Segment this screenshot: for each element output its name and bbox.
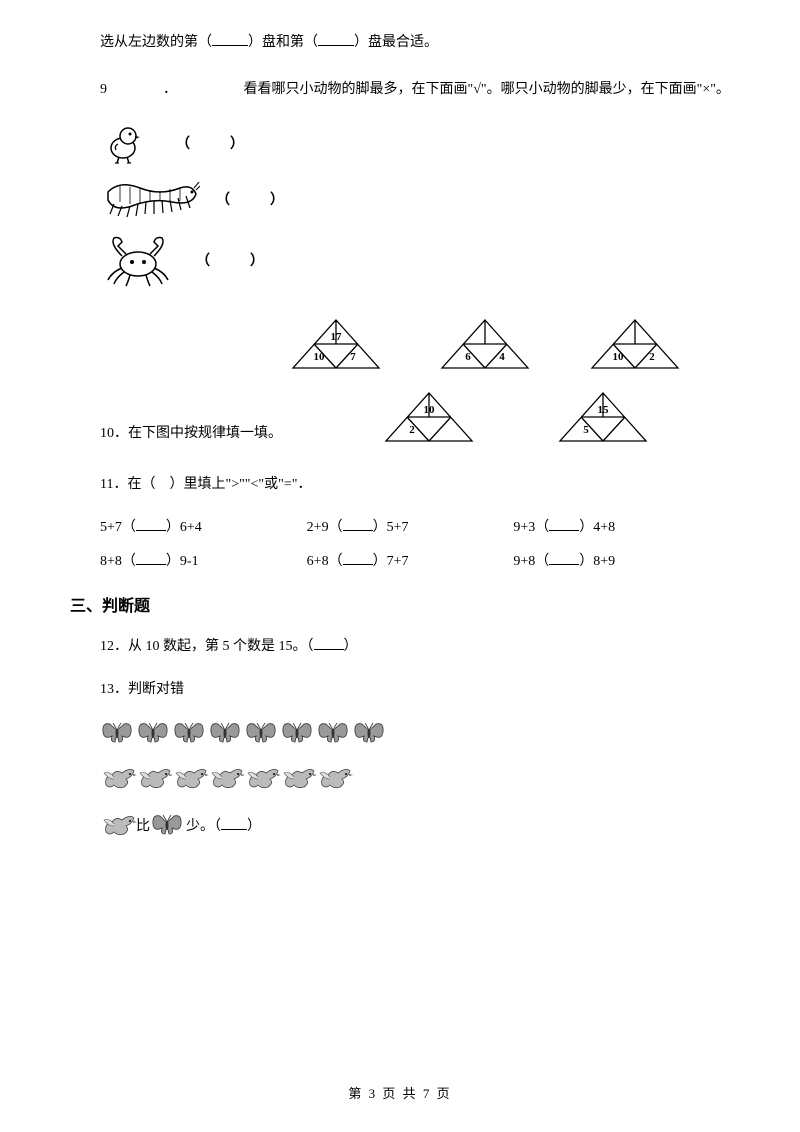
comparison-item: 5+7（）6+4	[100, 516, 307, 536]
butterfly-icon	[136, 720, 172, 750]
intro-line: 选从左边数的第（）盘和第（）盘最合适。	[100, 30, 750, 55]
q11-title: 11．在（ ）里填上">""<"或"="．	[100, 472, 750, 497]
svg-text:10: 10	[424, 404, 436, 416]
q11-row2: 8+8（）9-1 6+8（）7+7 9+8（）8+9	[100, 550, 750, 570]
page-footer: 第 3 页 共 7 页	[0, 1083, 800, 1102]
centipede-icon	[100, 174, 200, 224]
svg-text:7: 7	[350, 351, 356, 363]
triangle-diagram: 15 5	[558, 391, 648, 443]
comparison-item: 6+8（）7+7	[307, 550, 514, 570]
svg-text:10: 10	[612, 351, 624, 363]
svg-text:6: 6	[465, 351, 471, 363]
dove-row	[100, 765, 750, 800]
svg-text:10: 10	[313, 351, 325, 363]
dove-icon	[172, 765, 208, 795]
comparison-item: 8+8（）9-1	[100, 550, 307, 570]
svg-text:2: 2	[649, 351, 655, 363]
answer-paren: （ ）	[176, 133, 248, 153]
q10-row: 10．在下图中按规律填一填。 10 2 15 5	[100, 385, 750, 458]
svg-text:15: 15	[597, 404, 609, 416]
chick-icon	[100, 120, 160, 166]
section-3-title: 三、判断题	[70, 592, 750, 616]
butterfly-icon	[150, 812, 186, 842]
q13-compare: 比 少。（）	[100, 812, 750, 842]
svg-text:5: 5	[583, 424, 589, 436]
comparison-item: 2+9（）5+7	[307, 516, 514, 536]
dove-icon	[136, 765, 172, 795]
butterfly-icon	[352, 720, 388, 750]
triangle-row-1: 17 10 7 6 4 10 2	[100, 318, 750, 375]
dove-icon	[100, 765, 136, 795]
animal-row-crab: （ ）	[100, 232, 750, 288]
triangle-diagram: 6 4	[440, 318, 530, 370]
q9: 9 ． 看看哪只小动物的脚最多，在下面画"√"。哪只小动物的脚最少，在下面画"×…	[100, 77, 750, 102]
comparison-item: 9+3（）4+8	[513, 516, 720, 536]
triangle-diagram: 10 2	[590, 318, 680, 370]
q11-row1: 5+7（）6+4 2+9（）5+7 9+3（）4+8	[100, 516, 750, 536]
butterfly-icon	[280, 720, 316, 750]
answer-paren: （ ）	[196, 250, 268, 270]
comparison-item: 9+8（）8+9	[513, 550, 720, 570]
q12: 12．从 10 数起，第 5 个数是 15。（）	[100, 634, 750, 659]
triangle-diagram: 17 10 7	[291, 318, 381, 370]
svg-text:17: 17	[330, 331, 342, 343]
q10-text: 10．在下图中按规律填一填。	[100, 421, 282, 458]
butterfly-icon	[244, 720, 280, 750]
dove-icon	[208, 765, 244, 795]
q13-title: 13．判断对错	[100, 677, 750, 702]
dove-icon	[244, 765, 280, 795]
butterfly-icon	[100, 720, 136, 750]
triangle-diagram: 10 2	[384, 391, 474, 443]
svg-text:2: 2	[410, 424, 416, 436]
butterfly-icon	[316, 720, 352, 750]
butterfly-row	[100, 720, 750, 755]
answer-paren: （ ）	[216, 189, 288, 209]
svg-text:4: 4	[499, 351, 505, 363]
butterfly-icon	[172, 720, 208, 750]
butterfly-icon	[208, 720, 244, 750]
animal-row-chick: （ ）	[100, 120, 750, 166]
crab-icon	[100, 232, 180, 288]
animal-row-centipede: （ ）	[100, 174, 750, 224]
dove-icon	[100, 812, 136, 842]
dove-icon	[280, 765, 316, 795]
dove-icon	[316, 765, 352, 795]
